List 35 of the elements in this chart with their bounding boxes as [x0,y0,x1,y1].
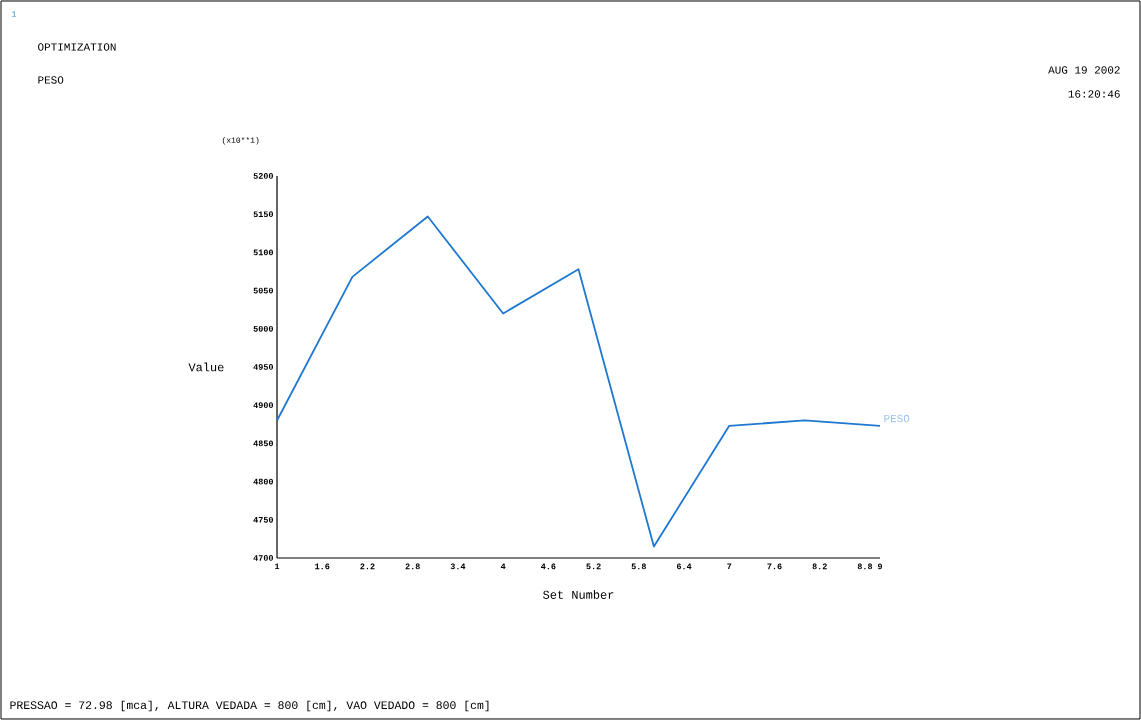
x-tick-label: 8.2 [812,563,827,570]
y-tick-label: 4700 [253,555,273,561]
x-tick-label: 7 [727,563,732,570]
y-tick-label: 4800 [253,478,273,485]
text: PESO [38,76,64,84]
text: 16:20:46 [1068,90,1120,98]
x-tick-label: 3.4 [450,563,466,570]
y-tick-label: 5000 [253,325,273,332]
y-tick-label: 5150 [253,211,273,218]
y-tick-label: 4750 [253,516,273,523]
y-tick-label: 4900 [253,402,273,409]
text: AUG 19 2002 [1048,66,1120,74]
x-tick-label: 8.8 [857,563,873,570]
x-tick-label: 5.2 [586,563,601,570]
y-tick-label: 5100 [253,249,273,256]
y-tick-label: 4950 [253,364,273,370]
y-tick-label: 5050 [253,287,273,294]
x-tick-label: 2.2 [360,563,375,570]
x-tick-label: 4.6 [541,563,556,570]
y-tick-label: 4850 [253,440,273,447]
text: PRESSAO = 72.98 [mca], ALTURA VEDADA = 800 [cm], VAO VEDADO = 800 [cm] [10,700,489,712]
x-tick-label: 5.8 [631,563,646,570]
text: OPTIMIZATION [38,43,116,51]
x-tick-label: 6.4 [676,563,692,570]
x-tick-label: 1 [275,563,280,570]
x-tick-label: 4 [500,563,506,570]
y-axis-title: Value [188,362,224,372]
y-tick-label: 5200 [253,173,273,179]
series-label: PESO [884,414,910,423]
x-tick-label: 7.6 [767,563,782,570]
x-tick-label: 9 [877,563,883,570]
x-tick-label: 1.6 [315,563,330,570]
x-axis-title: Set Number [543,590,614,599]
x-tick-label: 2.8 [405,563,420,570]
line-series [276,215,881,548]
